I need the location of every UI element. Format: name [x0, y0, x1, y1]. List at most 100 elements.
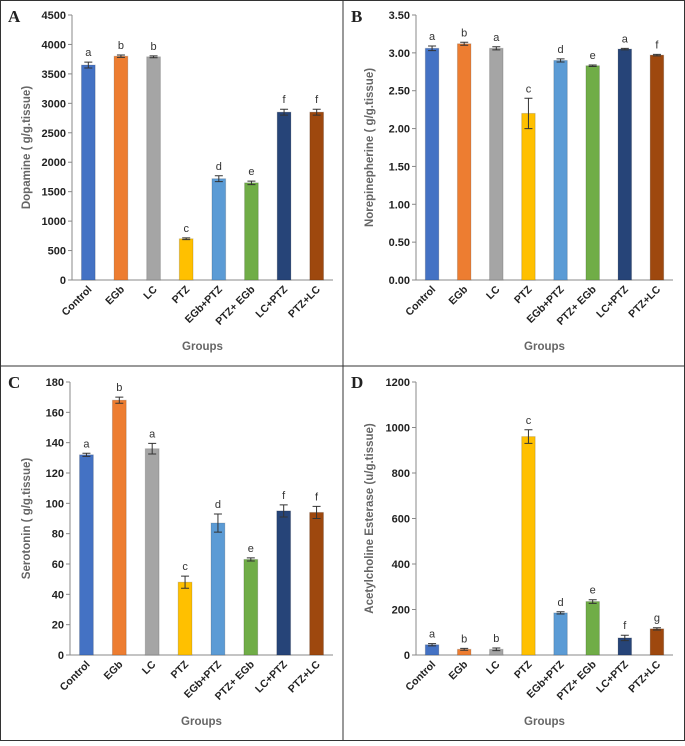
significance-letter: b	[118, 40, 124, 52]
error-bar	[588, 64, 597, 67]
significance-letter: f	[283, 94, 287, 106]
y-tick-label: 180	[46, 377, 64, 389]
error-bar	[652, 627, 661, 631]
bar	[521, 436, 536, 656]
y-tick-label: 1000	[42, 216, 66, 228]
error-bar	[556, 611, 565, 615]
bar	[553, 612, 568, 656]
significance-letter: b	[116, 382, 122, 394]
significance-letter: b	[461, 27, 467, 39]
panel-label: A	[8, 7, 21, 26]
significance-letter: c	[526, 83, 532, 95]
error-bar	[182, 237, 191, 241]
significance-letter: a	[622, 33, 629, 45]
error-bar	[312, 108, 321, 116]
error-bar	[652, 53, 661, 57]
x-tick-label: EGb	[447, 659, 471, 683]
y-tick-label: 0	[60, 275, 66, 287]
y-tick-label: 1000	[386, 423, 410, 435]
x-axis-title: Groups	[524, 341, 565, 353]
x-tick-label: Control	[60, 284, 95, 319]
error-bar	[460, 41, 469, 46]
x-tick-label: EGb	[103, 284, 127, 308]
x-tick-label: PTZ+LC	[286, 658, 323, 695]
y-tick-label: 2.50	[389, 86, 410, 98]
error-bar	[620, 47, 629, 51]
x-tick-label: PTZ	[512, 283, 535, 306]
x-tick-label: Control	[58, 659, 93, 694]
bar	[521, 112, 536, 281]
error-bar	[556, 58, 565, 63]
bar	[456, 43, 472, 281]
significance-letter: e	[248, 543, 254, 555]
x-tick-label: LC+PTZ	[594, 658, 631, 695]
bar	[617, 48, 633, 281]
y-tick-label: 20	[52, 620, 64, 632]
error-bar	[588, 599, 597, 604]
bar	[79, 454, 94, 656]
x-tick-label: LC+PTZ	[253, 283, 290, 320]
bar	[111, 399, 127, 656]
bar	[553, 59, 568, 281]
significance-letter: a	[85, 47, 92, 59]
x-tick-label: Control	[403, 284, 438, 319]
error-bar	[149, 55, 158, 59]
bar	[210, 522, 226, 656]
significance-letter: f	[282, 490, 286, 502]
error-bar	[492, 647, 501, 652]
x-tick-label: LC	[484, 283, 503, 302]
significance-letter: c	[183, 223, 189, 235]
y-tick-label: 500	[48, 246, 66, 258]
bar	[649, 54, 665, 281]
error-bar	[82, 452, 91, 457]
x-tick-label: PTZ	[170, 283, 193, 306]
x-tick-label: LC	[484, 658, 503, 677]
significance-letter: e	[590, 585, 596, 597]
x-tick-label: LC+PTZ	[594, 283, 631, 320]
y-axis-title: Acetylcholine Esterase (u/g.tissue)	[364, 423, 376, 614]
x-tick-label: LC	[140, 658, 159, 677]
significance-letter: a	[83, 438, 90, 450]
y-axis-title: Serotonin ( g/g.tissue)	[21, 458, 33, 580]
error-bar	[181, 575, 190, 589]
x-tick-label: PTZ+LC	[286, 283, 323, 320]
y-tick-label: 3500	[42, 69, 66, 81]
y-tick-label: 0.50	[389, 237, 410, 249]
significance-letter: a	[493, 32, 500, 44]
x-tick-label: PTZ	[512, 658, 535, 681]
x-axis-title: Groups	[182, 341, 223, 353]
significance-letter: g	[654, 613, 660, 625]
y-tick-label: 40	[52, 589, 64, 601]
y-tick-label: 0	[58, 650, 64, 662]
bar	[80, 64, 96, 281]
significance-letter: c	[182, 561, 188, 573]
error-bar	[246, 557, 255, 562]
error-bar	[84, 61, 93, 69]
bar	[211, 178, 227, 281]
error-bar	[247, 180, 256, 186]
panel-label: D	[351, 373, 363, 392]
significance-letter: e	[590, 50, 596, 62]
y-tick-label: 1500	[42, 187, 66, 199]
x-tick-label: LC	[141, 283, 160, 302]
x-tick-label: PTZ+LC	[626, 283, 663, 320]
y-tick-label: 100	[46, 498, 64, 510]
panel-label: C	[8, 373, 20, 392]
error-bar	[460, 647, 469, 651]
x-tick-label: EGb	[102, 659, 126, 683]
significance-letter: d	[558, 597, 564, 609]
bar	[144, 448, 160, 656]
y-tick-label: 120	[46, 468, 64, 480]
y-tick-label: 2.00	[389, 124, 410, 136]
x-axis-title: Groups	[181, 716, 222, 728]
bar	[309, 511, 324, 656]
y-tick-label: 400	[392, 559, 410, 571]
significance-letter: b	[493, 633, 499, 645]
bar	[244, 182, 259, 281]
y-tick-label: 2500	[42, 128, 66, 140]
x-tick-label: PTZ	[169, 658, 192, 681]
bar	[276, 510, 292, 656]
error-bar	[213, 513, 222, 533]
bar	[178, 238, 194, 281]
